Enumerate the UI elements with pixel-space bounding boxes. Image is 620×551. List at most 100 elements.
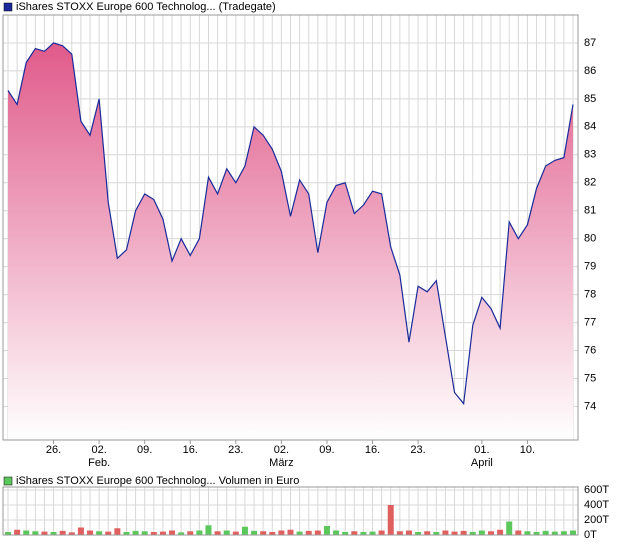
volume-bar <box>387 505 394 535</box>
x-month-label: März <box>269 457 293 469</box>
volume-bar <box>178 532 185 535</box>
volume-bar <box>570 530 576 535</box>
volume-bar <box>506 521 513 535</box>
volume-bar <box>551 531 558 535</box>
volume-bar <box>114 528 121 535</box>
volume-bar <box>287 529 294 535</box>
volume-bar <box>223 530 230 535</box>
volume-bar <box>96 531 103 535</box>
volume-bar <box>187 531 194 535</box>
x-tick-label: 09. <box>319 444 334 456</box>
y-tick-label: 85 <box>584 93 596 105</box>
volume-bar <box>5 532 11 535</box>
volume-bar <box>533 532 540 535</box>
volume-bar <box>415 532 422 535</box>
volume-bar <box>196 530 203 535</box>
x-month-label: Feb. <box>88 457 110 469</box>
volume-bar <box>32 531 39 535</box>
volume-bar <box>305 530 312 535</box>
x-tick-label: 10. <box>520 444 535 456</box>
x-tick-label: 16. <box>365 444 380 456</box>
volume-bar <box>269 532 276 535</box>
y-tick-label: 78 <box>584 289 596 301</box>
volume-bar <box>442 530 449 535</box>
volume-bar <box>105 531 112 535</box>
y-tick-label: 77 <box>584 316 596 328</box>
volume-bar <box>333 530 340 535</box>
volume-bar <box>87 530 94 535</box>
y-tick-label: 81 <box>584 205 596 217</box>
legend-swatch <box>3 476 13 486</box>
x-tick-label: 02. <box>274 444 289 456</box>
y-tick-label: 400T <box>584 499 609 511</box>
legend-swatch <box>3 2 13 12</box>
y-tick-label: 600T <box>584 484 609 496</box>
y-tick-label: 83 <box>584 149 596 161</box>
y-tick-label: 86 <box>584 65 596 77</box>
volume-bar <box>378 530 385 535</box>
volume-bar <box>68 532 75 535</box>
x-tick-label: 01. <box>474 444 489 456</box>
volume-bar <box>59 530 66 535</box>
volume-bar <box>23 530 30 535</box>
x-tick-label: 26. <box>46 444 61 456</box>
plot-border <box>2 14 579 441</box>
volume-bar <box>405 530 412 535</box>
x-month-label: April <box>471 457 493 469</box>
volume-bar <box>159 531 166 535</box>
y-tick-label: 84 <box>584 121 596 133</box>
y-tick-label: 74 <box>584 400 596 412</box>
y-tick-label: 0T <box>584 529 597 541</box>
volume-bar <box>497 529 504 535</box>
volume-bar <box>123 532 130 535</box>
volume-bar <box>169 530 176 535</box>
x-tick-label: 09. <box>137 444 152 456</box>
volume-bar <box>77 527 84 535</box>
legend-label: iShares STOXX Europe 600 Technolog... (T… <box>16 1 276 13</box>
volume-bar <box>278 530 285 535</box>
volume-bar <box>351 531 358 535</box>
y-tick-label: 75 <box>584 372 596 384</box>
plot-border <box>2 486 579 536</box>
y-tick-label: 80 <box>584 233 596 245</box>
volume-bar <box>469 532 476 535</box>
volume-bar <box>542 530 549 535</box>
volume-bar <box>460 530 467 535</box>
volume-bar <box>396 531 403 535</box>
x-tick-label: 02. <box>91 444 106 456</box>
volume-bar <box>214 531 221 535</box>
volume-bar <box>14 529 21 535</box>
volume-bar <box>251 530 258 535</box>
y-tick-label: 79 <box>584 261 596 273</box>
volume-bar <box>314 530 321 535</box>
volume-bar <box>205 525 212 535</box>
volume-bar <box>524 531 531 535</box>
volume-bar <box>342 532 349 535</box>
volume-bar <box>360 532 367 535</box>
x-tick-label: 23. <box>410 444 425 456</box>
volume-bar <box>241 526 248 535</box>
y-tick-label: 82 <box>584 177 596 189</box>
volume-bar <box>424 531 431 535</box>
x-tick-label: 16. <box>183 444 198 456</box>
y-tick-label: 200T <box>584 514 609 526</box>
volume-bar <box>132 530 139 535</box>
volume-bar <box>150 532 157 535</box>
line <box>7 42 574 406</box>
volume-bar <box>296 531 303 535</box>
legend-label: iShares STOXX Europe 600 Technolog... Vo… <box>16 475 299 487</box>
y-tick-label: 76 <box>584 344 596 356</box>
volume-bar <box>515 530 522 535</box>
x-tick-label: 23. <box>228 444 243 456</box>
y-tick-label: 87 <box>584 37 596 49</box>
volume-bar <box>260 531 267 535</box>
volume-bar <box>433 532 440 535</box>
volume-bar <box>141 531 148 535</box>
volume-bar <box>560 531 567 535</box>
volume-bar <box>369 531 376 535</box>
volume-bar <box>41 531 48 535</box>
volume-bar <box>451 531 458 535</box>
volume-bar <box>232 531 239 535</box>
